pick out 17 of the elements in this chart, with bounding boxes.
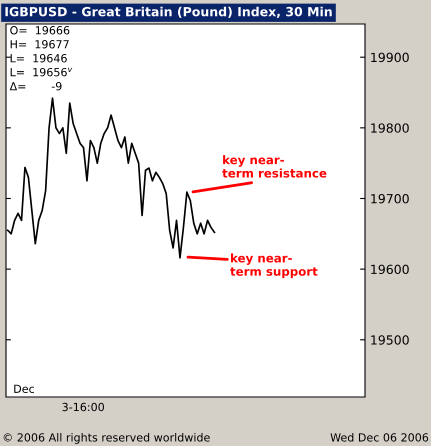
text: © 2006 All rights reserved worldwide xyxy=(4,433,210,444)
text: Wed Dec 06 2006 xyxy=(330,433,428,442)
annotation: L= 19656$^{v}$ xyxy=(10,68,72,76)
y-tick-label: 19500 xyxy=(371,335,409,345)
annotation: O= 19666 xyxy=(10,26,70,34)
annotation: Δ= -9 xyxy=(10,82,62,90)
text: key near- term support xyxy=(230,253,318,278)
chart-title: IGBPUSD - Great Britain (Pound) Index, 30 Min xyxy=(5,6,332,18)
y-tick-label: 19800 xyxy=(371,123,409,133)
annotation: H= 19677 xyxy=(10,40,69,48)
y-tick-label: 19700 xyxy=(371,194,409,204)
text: 3-16:00 xyxy=(62,402,104,412)
annotation: Dec xyxy=(14,384,34,393)
text: key near- term resistance xyxy=(222,155,326,178)
annotation: L= 19646 xyxy=(10,54,67,62)
y-tick-label: 19600 xyxy=(371,264,409,274)
y-tick-label: 19900 xyxy=(371,52,409,62)
